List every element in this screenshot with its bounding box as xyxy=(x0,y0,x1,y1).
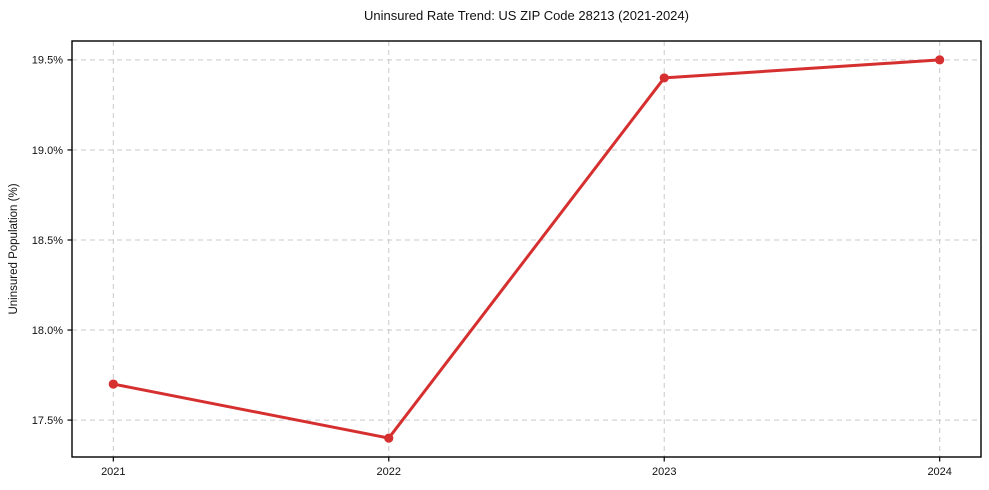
y-tick-label: 18.5% xyxy=(32,235,63,247)
y-tick-label: 19.5% xyxy=(32,55,63,67)
plot-border xyxy=(71,40,982,458)
data-point-marker xyxy=(384,433,394,443)
trend-line xyxy=(111,58,942,440)
x-tick-label: 2023 xyxy=(652,466,676,478)
y-tick-label: 17.5% xyxy=(32,415,63,427)
x-tick-label: 2024 xyxy=(927,466,951,478)
y-tick-label: 18.0% xyxy=(32,325,63,337)
data-point-marker xyxy=(108,379,118,389)
x-tick-label: 2021 xyxy=(101,466,125,478)
data-point-marker xyxy=(935,55,945,65)
x-tick-label: 2022 xyxy=(377,466,401,478)
chart-title: Uninsured Rate Trend: US ZIP Code 28213 … xyxy=(364,8,689,23)
y-tick-label: 19.0% xyxy=(32,145,63,157)
data-point-marker xyxy=(659,73,669,83)
